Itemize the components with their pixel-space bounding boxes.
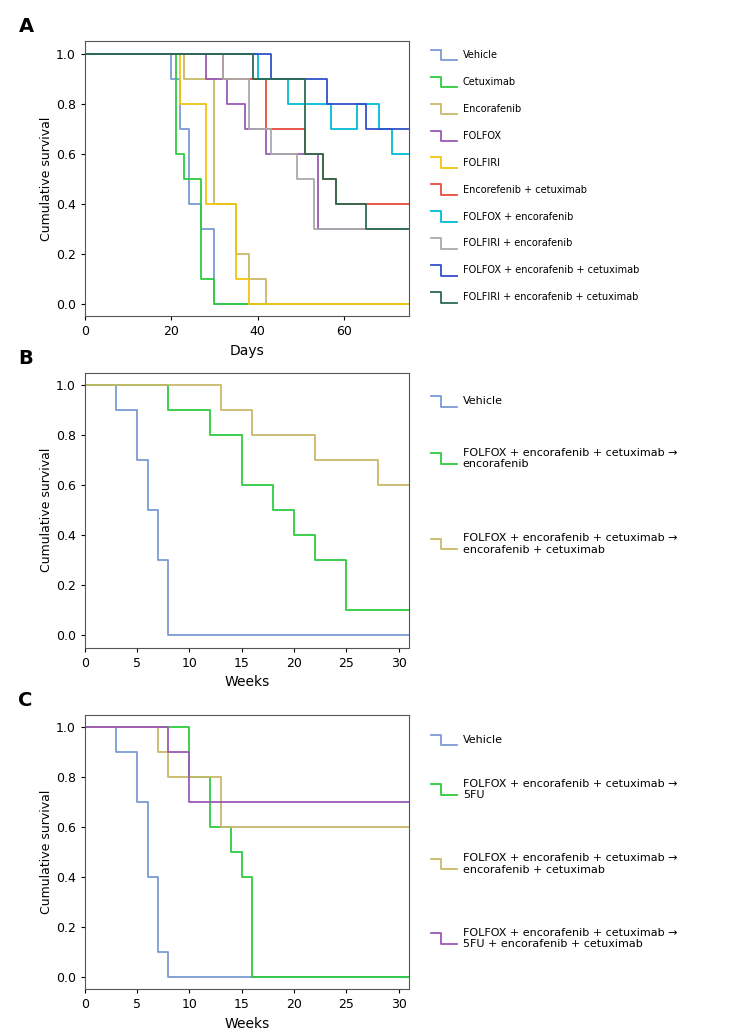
Y-axis label: Cumulative survival: Cumulative survival xyxy=(40,789,53,915)
Text: Vehicle: Vehicle xyxy=(463,397,503,406)
Text: FOLFIRI + encorafenib: FOLFIRI + encorafenib xyxy=(463,238,572,249)
Text: Encorefenib + cetuximab: Encorefenib + cetuximab xyxy=(463,184,587,195)
Text: FOLFIRI + encorafenib + cetuximab: FOLFIRI + encorafenib + cetuximab xyxy=(463,292,638,303)
Text: FOLFOX + encorafenib + cetuximab →
encorafenib: FOLFOX + encorafenib + cetuximab → encor… xyxy=(463,448,677,469)
Text: Cetuximab: Cetuximab xyxy=(463,77,516,87)
X-axis label: Days: Days xyxy=(229,344,265,357)
Y-axis label: Cumulative survival: Cumulative survival xyxy=(40,448,53,573)
Y-axis label: Cumulative survival: Cumulative survival xyxy=(40,116,53,241)
Text: B: B xyxy=(18,349,33,368)
Text: A: A xyxy=(18,18,34,36)
Text: Vehicle: Vehicle xyxy=(463,735,503,745)
Text: FOLFIRI: FOLFIRI xyxy=(463,157,500,168)
Text: C: C xyxy=(18,691,33,710)
X-axis label: Weeks: Weeks xyxy=(224,1017,270,1031)
Text: FOLFOX + encorafenib + cetuximab →
5FU + encorafenib + cetuximab: FOLFOX + encorafenib + cetuximab → 5FU +… xyxy=(463,928,677,949)
X-axis label: Weeks: Weeks xyxy=(224,675,270,689)
Text: FOLFOX + encorafenib + cetuximab →
encorafenib + cetuximab: FOLFOX + encorafenib + cetuximab → encor… xyxy=(463,854,677,874)
Text: FOLFOX + encorafenib + cetuximab →
encorafenib + cetuximab: FOLFOX + encorafenib + cetuximab → encor… xyxy=(463,534,677,554)
Text: Vehicle: Vehicle xyxy=(463,50,497,60)
Text: FOLFOX: FOLFOX xyxy=(463,131,501,141)
Text: Encorafenib: Encorafenib xyxy=(463,104,521,114)
Text: FOLFOX + encorafenib + cetuximab →
5FU: FOLFOX + encorafenib + cetuximab → 5FU xyxy=(463,779,677,800)
Text: FOLFOX + encorafenib: FOLFOX + encorafenib xyxy=(463,211,573,222)
Text: FOLFOX + encorafenib + cetuximab: FOLFOX + encorafenib + cetuximab xyxy=(463,265,639,276)
